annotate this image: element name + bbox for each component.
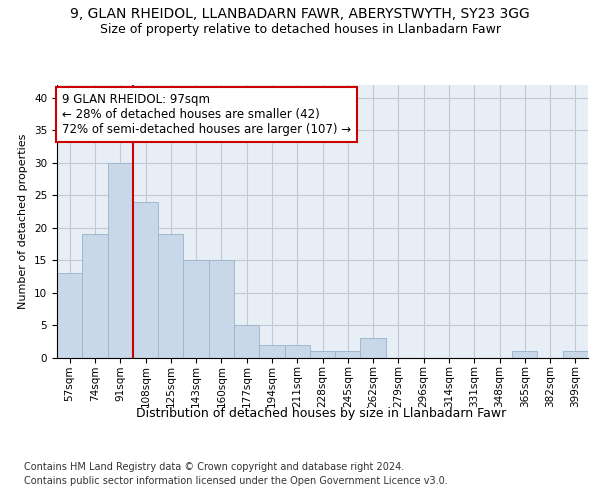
Bar [57, 273, 82, 357]
Bar [310, 351, 335, 358]
Bar [335, 351, 361, 358]
Y-axis label: Number of detached properties: Number of detached properties [19, 134, 28, 309]
Text: 9, GLAN RHEIDOL, LLANBADARN FAWR, ABERYSTWYTH, SY23 3GG: 9, GLAN RHEIDOL, LLANBADARN FAWR, ABERYS… [70, 8, 530, 22]
Bar [234, 325, 259, 358]
Bar [107, 163, 133, 358]
Bar [209, 260, 234, 358]
Bar [512, 351, 538, 358]
Text: Size of property relative to detached houses in Llanbadarn Fawr: Size of property relative to detached ho… [100, 22, 500, 36]
Bar [158, 234, 184, 358]
Bar [133, 202, 158, 358]
Bar [184, 260, 209, 358]
Text: Distribution of detached houses by size in Llanbadarn Fawr: Distribution of detached houses by size … [136, 408, 506, 420]
Bar [259, 344, 284, 358]
Text: Contains public sector information licensed under the Open Government Licence v3: Contains public sector information licen… [24, 476, 448, 486]
Bar [284, 344, 310, 358]
Bar [563, 351, 588, 358]
Bar [82, 234, 107, 358]
Text: Contains HM Land Registry data © Crown copyright and database right 2024.: Contains HM Land Registry data © Crown c… [24, 462, 404, 472]
Bar [361, 338, 386, 357]
Text: 9 GLAN RHEIDOL: 97sqm
← 28% of detached houses are smaller (42)
72% of semi-deta: 9 GLAN RHEIDOL: 97sqm ← 28% of detached … [62, 93, 352, 136]
